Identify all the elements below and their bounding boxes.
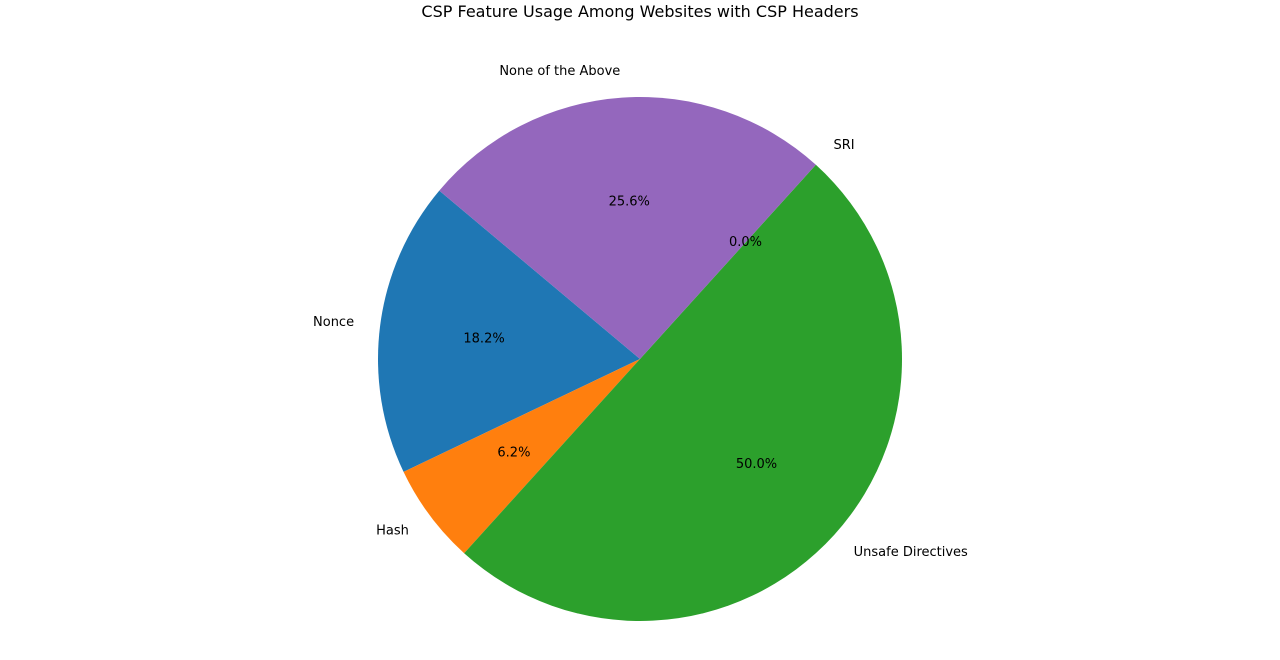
pie-slice-none-of-the-above <box>439 97 816 359</box>
slice-label-sri: SRI <box>833 138 854 153</box>
pie-slice-nonce <box>377 190 640 472</box>
pct-label-none-of-the-above: 25.6% <box>609 195 650 210</box>
pct-label-hash: 6.2% <box>497 445 530 460</box>
slice-label-nonce: Nonce <box>313 315 354 330</box>
pie-slice-unsafe-directives <box>464 164 903 622</box>
slice-label-none-of-the-above: None of the Above <box>499 64 620 79</box>
pct-label-sri: 0.0% <box>729 235 762 250</box>
pie-labels: Nonce 18.2% Hash 6.2% Unsafe Directives 50.0%… <box>313 64 968 560</box>
chart-title: CSP Feature Usage Among Websites with CS… <box>421 2 858 21</box>
pie-slice-hash <box>403 359 640 554</box>
pct-label-nonce: 18.2% <box>463 332 504 347</box>
pct-label-unsafe-directives: 50.0% <box>736 457 777 472</box>
slice-label-unsafe-directives: Unsafe Directives <box>854 545 968 560</box>
slice-label-hash: Hash <box>376 524 409 539</box>
pie-slices <box>377 97 903 622</box>
